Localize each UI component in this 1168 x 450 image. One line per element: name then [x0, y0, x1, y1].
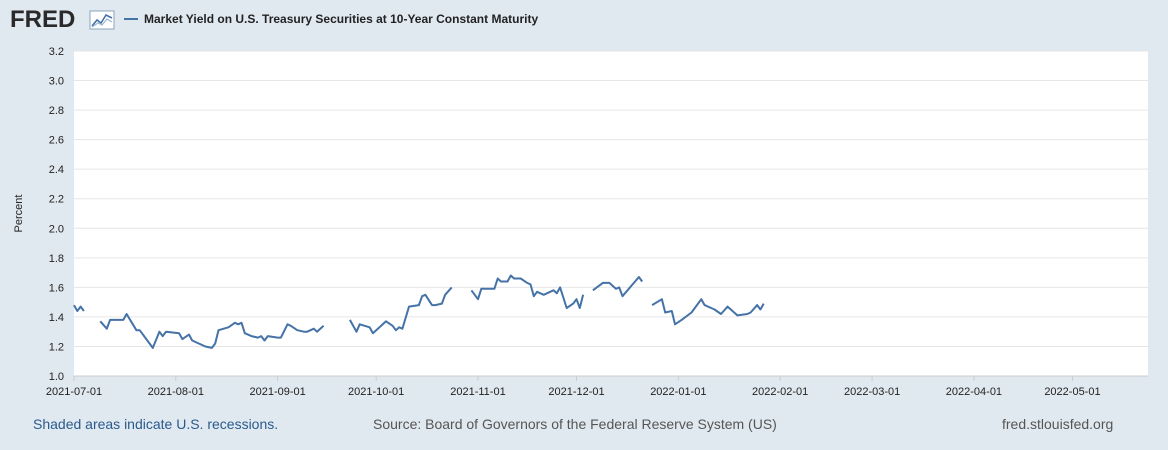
- chart-legend: Market Yield on U.S. Treasury Securities…: [124, 12, 538, 26]
- y-tick-label: 1.8: [49, 253, 64, 265]
- series-line-segment: [99, 313, 325, 349]
- x-tick-label: 2021-08-01: [148, 386, 204, 398]
- series-line-segment: [349, 286, 453, 335]
- series-layer: [73, 274, 765, 349]
- x-axis: 2021-07-01 2021-08-01 2021-09-01 2021-10-01…: [46, 375, 1148, 398]
- y-tick-label: 1.6: [49, 282, 64, 294]
- x-tick-label: 2022-05-01: [1044, 386, 1100, 398]
- plot-area: [74, 51, 1148, 376]
- x-tick-label: 2021-09-01: [249, 386, 305, 398]
- x-tick-label: 2021-12-01: [548, 386, 604, 398]
- y-tick-label: 2.4: [49, 164, 64, 176]
- y-tick-label: 2.2: [49, 194, 64, 206]
- y-tick-label: 2.8: [49, 105, 64, 117]
- legend-swatch: [124, 18, 138, 20]
- y-tick-label: 2.6: [49, 135, 64, 147]
- logo-text: FRED: [10, 6, 75, 32]
- legend-label: Market Yield on U.S. Treasury Securities…: [144, 12, 539, 26]
- fred-logo[interactable]: FRED: [10, 6, 118, 37]
- chart-footer: Shaded areas indicate U.S. recessions. S…: [0, 414, 1168, 438]
- chart-header: FRED Market Yield on U.S. Treasury Secur…: [0, 0, 1168, 40]
- recessions-note: Shaded areas indicate U.S. recessions.: [33, 416, 279, 432]
- fred-url-link[interactable]: fred.stlouisfed.org: [1002, 416, 1114, 432]
- y-tick-label: 2.0: [49, 223, 64, 235]
- y-tick-label: 3.2: [49, 46, 64, 58]
- series-line-segment: [470, 274, 585, 309]
- x-tick-label: 2022-04-01: [946, 386, 1002, 398]
- y-axis-label: Percent: [13, 195, 25, 233]
- logo-chart-icon: [89, 10, 115, 30]
- y-tick-label: 3.0: [49, 76, 64, 88]
- x-tick-label: 2022-03-01: [844, 386, 900, 398]
- y-tick-label: 1.4: [49, 312, 64, 324]
- x-tick-label: 2021-11-01: [450, 386, 505, 398]
- source-note: Source: Board of Governors of the Federa…: [373, 416, 777, 432]
- y-tick-label: 1.0: [49, 371, 64, 383]
- series-line-segment: [592, 276, 644, 298]
- y-tick-label: 1.2: [49, 341, 64, 353]
- x-tick-label: 2022-02-01: [752, 386, 808, 398]
- x-tick-label: 2022-01-01: [650, 386, 706, 398]
- series-line-segment: [651, 298, 765, 326]
- series-line-segment: [73, 304, 85, 312]
- x-tick-label: 2021-10-01: [348, 386, 404, 398]
- y-axis: 1.0 1.2 1.4 1.6 1.8 2.0 2.2 2.4 2.6 2.8 3.0 3.2: [49, 46, 64, 383]
- x-tick-label: 2021-07-01: [46, 386, 102, 398]
